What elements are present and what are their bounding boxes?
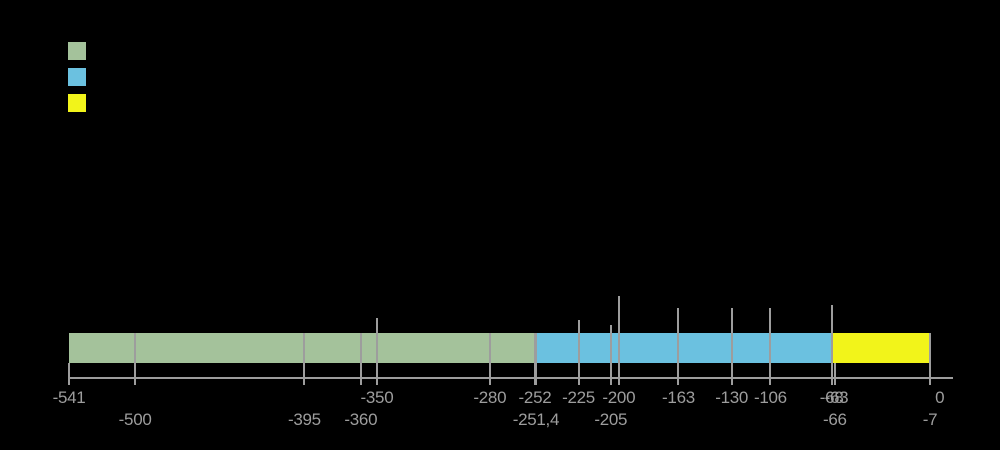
- tick-line--500: [134, 333, 137, 385]
- bar-segment-1[interactable]: [534, 333, 832, 363]
- tick-label-106: -106: [753, 388, 787, 407]
- tick-line--360: [359, 333, 362, 385]
- tick-line--251-4: [534, 333, 537, 385]
- tick-line--395: [303, 333, 306, 385]
- tick-label-360: -360: [344, 410, 378, 429]
- tick-label-205: -205: [594, 410, 628, 429]
- tick-label-68: -68: [819, 388, 844, 407]
- tick-label-7: -7: [922, 410, 938, 429]
- legend-item-2[interactable]: [68, 94, 94, 112]
- tick-label-66: -66: [823, 410, 847, 429]
- tick-label-0: 0: [935, 388, 945, 407]
- bar-segment-2[interactable]: [831, 333, 930, 363]
- tick-line--200: [617, 296, 620, 385]
- legend-swatch-yellow: [68, 94, 86, 112]
- tick-line--280: [488, 333, 491, 385]
- tick-line--68: [830, 305, 833, 385]
- tick-label-130: -130: [715, 388, 749, 407]
- legend-swatch-blue: [68, 68, 86, 86]
- tick-line--163: [677, 308, 680, 385]
- legend-item-0[interactable]: [68, 42, 94, 60]
- x-axis-line: [69, 377, 954, 379]
- tick-label-163: -163: [662, 388, 695, 407]
- tick-label-280: -280: [473, 388, 507, 407]
- tick-label-200: -200: [602, 388, 636, 407]
- tick-line--225: [577, 320, 580, 385]
- tick-line--130: [730, 308, 733, 385]
- tick-label-541: -541: [52, 388, 86, 407]
- tick-label-63: -63: [824, 388, 849, 407]
- legend-swatch-green: [68, 42, 86, 60]
- chart-legend: [68, 42, 268, 114]
- tick-label-252: -252: [518, 388, 552, 407]
- legend-item-1[interactable]: [68, 68, 94, 86]
- tick-label-2514: -251,4: [512, 410, 560, 429]
- tick-label-500: -500: [118, 410, 152, 429]
- tick-label-225: -225: [562, 388, 595, 407]
- tick-line--66: [833, 363, 836, 385]
- bar-segment-0[interactable]: [69, 333, 535, 363]
- tick-label-395: -395: [287, 410, 321, 429]
- tick-line--7: [929, 333, 931, 385]
- tick-label-350: -350: [360, 388, 394, 407]
- tick-line--106: [769, 308, 772, 385]
- tick-line--541: [68, 363, 70, 385]
- tick-line--205: [609, 325, 612, 385]
- tick-line--350: [375, 318, 378, 385]
